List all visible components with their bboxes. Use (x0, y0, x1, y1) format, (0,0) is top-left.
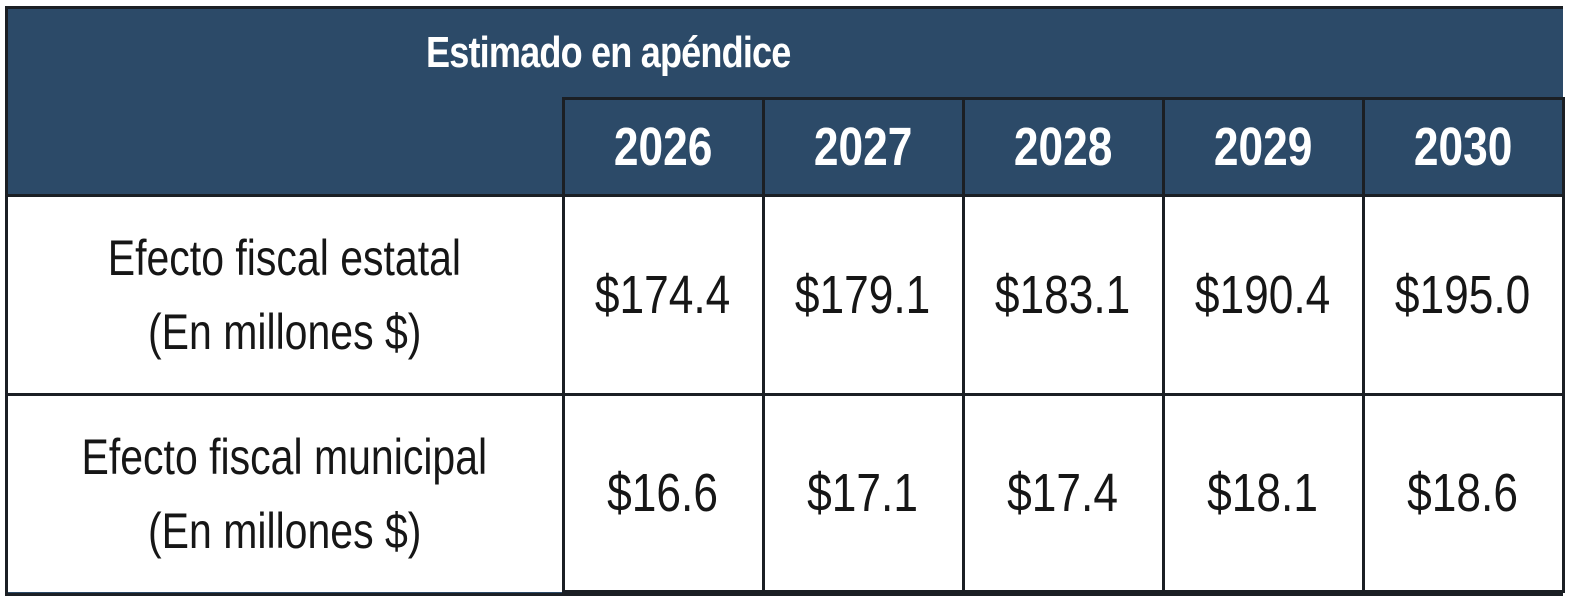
value-cell: $18.6 (1361, 392, 1565, 594)
year-label: 2029 (1213, 117, 1313, 177)
fiscal-effect-table-frame: Estimado en apéndice 2026 2027 2028 2029… (5, 6, 1565, 596)
year-header-2027: 2027 (761, 97, 965, 196)
year-label: 2027 (813, 117, 913, 177)
value-text: $17.1 (807, 462, 919, 523)
value-cell: $179.1 (761, 194, 965, 396)
year-header-2026: 2026 (561, 97, 765, 196)
value-cell: $17.4 (961, 392, 1165, 594)
table-row: Efecto fiscal estatal (En millones $) $1… (8, 194, 1565, 396)
value-text: $16.6 (607, 462, 719, 523)
row-label-state: Efecto fiscal estatal (En millones $) (8, 194, 565, 395)
year-header-2029: 2029 (1161, 97, 1365, 196)
value-cell: $195.0 (1361, 194, 1565, 396)
row-label-line2: (En millones $) (148, 303, 422, 360)
value-cell: $174.4 (561, 194, 765, 396)
year-header-2028: 2028 (961, 97, 1165, 196)
table-row: Efecto fiscal municipal (En millones $) … (8, 392, 1565, 594)
header-blank-cell (8, 98, 565, 196)
value-text: $190.4 (1195, 264, 1331, 325)
value-text: $183.1 (995, 264, 1131, 325)
year-label: 2030 (1413, 117, 1513, 177)
value-cell: $18.1 (1161, 392, 1365, 594)
row-label-line2: (En millones $) (148, 502, 422, 559)
table-title: Estimado en apéndice (8, 9, 1564, 99)
value-cell: $190.4 (1161, 194, 1365, 396)
value-text: $18.6 (1407, 462, 1519, 523)
value-cell: $183.1 (961, 194, 1165, 396)
year-header-2030: 2030 (1361, 97, 1565, 196)
value-text: $18.1 (1207, 462, 1319, 523)
value-text: $195.0 (1395, 264, 1531, 325)
year-label: 2026 (613, 117, 713, 177)
title-row: Estimado en apéndice (8, 9, 1564, 99)
year-header-row: 2026 2027 2028 2029 2030 (8, 97, 1565, 196)
row-label-municipal: Efecto fiscal municipal (En millones $) (8, 392, 565, 592)
year-label: 2028 (1013, 117, 1113, 177)
row-label-line1: Efecto fiscal estatal (108, 229, 462, 286)
value-cell: $16.6 (561, 392, 765, 594)
row-label-line1: Efecto fiscal municipal (81, 428, 488, 485)
value-cell: $17.1 (761, 392, 965, 594)
table-title-text: Estimado en apéndice (426, 28, 791, 77)
value-text: $174.4 (595, 264, 731, 325)
fiscal-effect-table: Estimado en apéndice 2026 2027 2028 2029… (8, 9, 1565, 594)
value-text: $17.4 (1007, 462, 1119, 523)
value-text: $179.1 (795, 264, 931, 325)
